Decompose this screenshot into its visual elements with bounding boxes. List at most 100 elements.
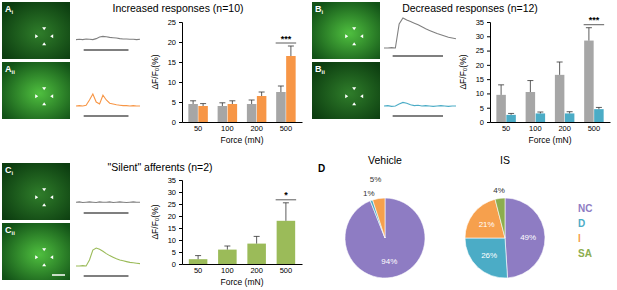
bar: [496, 95, 505, 122]
image-label-sub: ii: [322, 69, 326, 75]
axis-line: [487, 23, 491, 123]
trace-line: [384, 18, 456, 48]
image-panel: Ci: [2, 163, 70, 220]
x-tick: 200: [250, 264, 263, 275]
y-tick-mark: [179, 82, 182, 83]
y-tick-mark: [487, 51, 490, 52]
y-tick: 20: [168, 212, 182, 221]
y-tick-mark: [179, 180, 182, 181]
y-tick-mark: [179, 204, 182, 205]
trace-line: [76, 36, 140, 39]
micrograph: [312, 62, 380, 119]
x-tick-label: 500: [588, 124, 601, 133]
x-tick: 50: [502, 122, 510, 133]
y-tick: 15: [168, 224, 182, 233]
data-label: 26%: [481, 251, 497, 260]
bar: [247, 244, 266, 264]
axis-line: [183, 122, 303, 123]
legend-entry: SA: [578, 248, 592, 259]
y-tick-mark: [179, 102, 182, 103]
arrowhead: [35, 94, 38, 98]
y-tick: 5: [480, 104, 490, 113]
y-tick-mark: [487, 108, 490, 109]
error-bar: [254, 236, 260, 243]
x-tick-label: 50: [502, 124, 510, 133]
y-tick: 35: [168, 176, 182, 185]
arrowhead: [42, 42, 46, 45]
x-axis-title: Force (mN): [221, 135, 264, 145]
error-bar: [557, 62, 563, 75]
image-label-sub: i: [12, 170, 14, 176]
y-tick-label: 15: [476, 75, 484, 84]
bar: [584, 41, 593, 122]
arrowhead: [345, 94, 348, 98]
arrowhead: [360, 34, 363, 38]
y-tick: 0: [172, 118, 182, 127]
trace: [76, 201, 140, 203]
y-tick-mark: [487, 36, 490, 37]
figure: AiAiiBiBiiCiCiiD051015202550100200500***…: [0, 0, 617, 290]
y-tick: 15: [168, 58, 182, 67]
bar: [277, 221, 296, 264]
error-bar: [283, 203, 289, 221]
y-tick: 10: [168, 78, 182, 87]
plot-area: [76, 248, 140, 266]
bar: [198, 106, 207, 122]
x-tick: 50: [194, 264, 202, 275]
arrowhead: [352, 42, 356, 45]
image-label: Bii: [315, 64, 325, 75]
micrograph: [2, 163, 70, 220]
x-tick-label: 100: [221, 124, 234, 133]
y-tick-label: 10: [168, 236, 176, 245]
x-tick: 200: [250, 122, 263, 133]
image-label: Ci: [5, 165, 14, 176]
image-panel: Bi: [312, 2, 380, 59]
image-label-sub: i: [12, 9, 14, 15]
axis-line: [179, 23, 183, 123]
y-tick: 0: [172, 260, 182, 269]
significance-label: ***: [589, 15, 600, 25]
bar: [218, 106, 227, 122]
y-tick-label: 15: [168, 224, 176, 233]
panel-label: D: [318, 163, 325, 174]
stimulus-bar: [84, 115, 129, 116]
arrowhead: [352, 27, 356, 30]
x-tick: 500: [280, 264, 293, 275]
arrowhead: [50, 255, 53, 259]
y-tick-mark: [179, 240, 182, 241]
arrowhead: [35, 255, 38, 259]
error-bar: [567, 112, 573, 114]
bar: [257, 96, 266, 122]
image-label: Bi: [315, 4, 324, 15]
plot-area: [189, 203, 295, 264]
data-label: 4%: [493, 186, 505, 195]
y-tick-mark: [179, 42, 182, 43]
pie-title: Vehicle: [368, 154, 402, 166]
y-tick-label: 5: [480, 104, 484, 113]
micrograph: [312, 2, 380, 59]
y-tick: 20: [168, 38, 182, 47]
y-tick-label: 30: [476, 32, 484, 41]
legend: NCDISA: [578, 203, 592, 259]
trace-line: [384, 102, 456, 106]
y-tick: 25: [168, 200, 182, 209]
arrowhead: [50, 34, 53, 38]
y-axis: 0510152025: [168, 18, 183, 127]
arrowhead: [42, 87, 46, 90]
plot-area: [76, 201, 140, 203]
error-bar: [249, 100, 255, 104]
y-axis-title: ΔF/F₀(%): [150, 204, 160, 239]
bar: [247, 104, 256, 122]
bar: [188, 104, 197, 122]
error-bar: [586, 28, 592, 41]
panel-title: "Silent" afferents (n=2): [107, 161, 212, 173]
x-tick: 50: [194, 122, 202, 133]
plot-area: [76, 94, 140, 106]
y-tick-label: 35: [476, 18, 484, 27]
y-tick-mark: [487, 65, 490, 66]
y-tick-mark: [487, 79, 490, 80]
scale-bar: [52, 274, 65, 276]
arrowhead: [352, 102, 356, 105]
y-axis: 05101520253035: [168, 176, 183, 269]
axis-line: [179, 181, 183, 265]
